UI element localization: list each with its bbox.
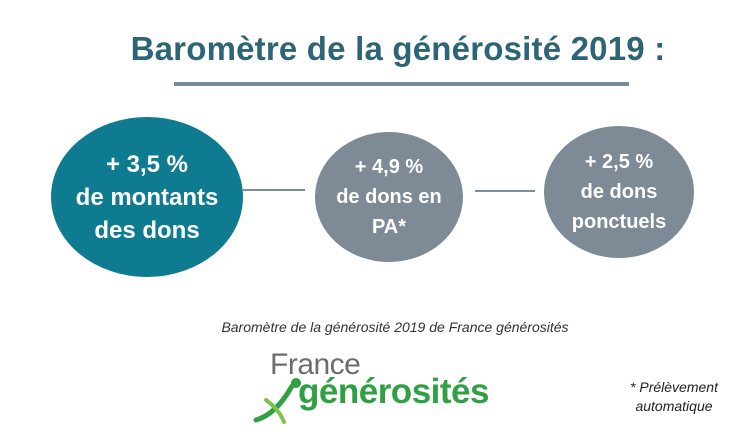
stat-label-line: de dons en (336, 186, 442, 208)
connector-line (475, 190, 535, 192)
stat-label-line: PA* (371, 216, 407, 238)
stat-percent: + 2,5 % (584, 151, 654, 173)
footnote-line: automatique (635, 398, 713, 414)
stat-circle-ponctuels: + 2,5 % de dons ponctuels (544, 126, 694, 258)
page-title: Baromètre de la générosité 2019 : (130, 30, 666, 67)
stat-circle-pa: + 4,9 % de dons en PA* (315, 132, 463, 262)
france-generosites-logo: France générosités (252, 348, 522, 428)
stat-percent: + 3,5 % (105, 150, 189, 178)
stat-label-line: de montants (75, 183, 219, 211)
stat-circle-montants: + 3,5 % de montants des dons (51, 117, 243, 277)
connector-line (243, 189, 305, 191)
footnote-line: * Prélèvement (630, 379, 718, 395)
stat-label-line: des dons (94, 216, 200, 244)
stat-label-line: ponctuels (571, 211, 667, 233)
source-caption: Baromètre de la générosité 2019 de Franc… (221, 319, 569, 335)
logo-word-generosites: générosités (298, 372, 489, 411)
logo-word-france: France (270, 348, 361, 381)
logo-swoosh-icon (253, 378, 301, 424)
stat-label-line: de dons (580, 181, 658, 203)
footnote: * Prélèvement automatique (618, 378, 730, 416)
title-underline (174, 82, 629, 86)
stat-percent: + 4,9 % (354, 156, 424, 178)
